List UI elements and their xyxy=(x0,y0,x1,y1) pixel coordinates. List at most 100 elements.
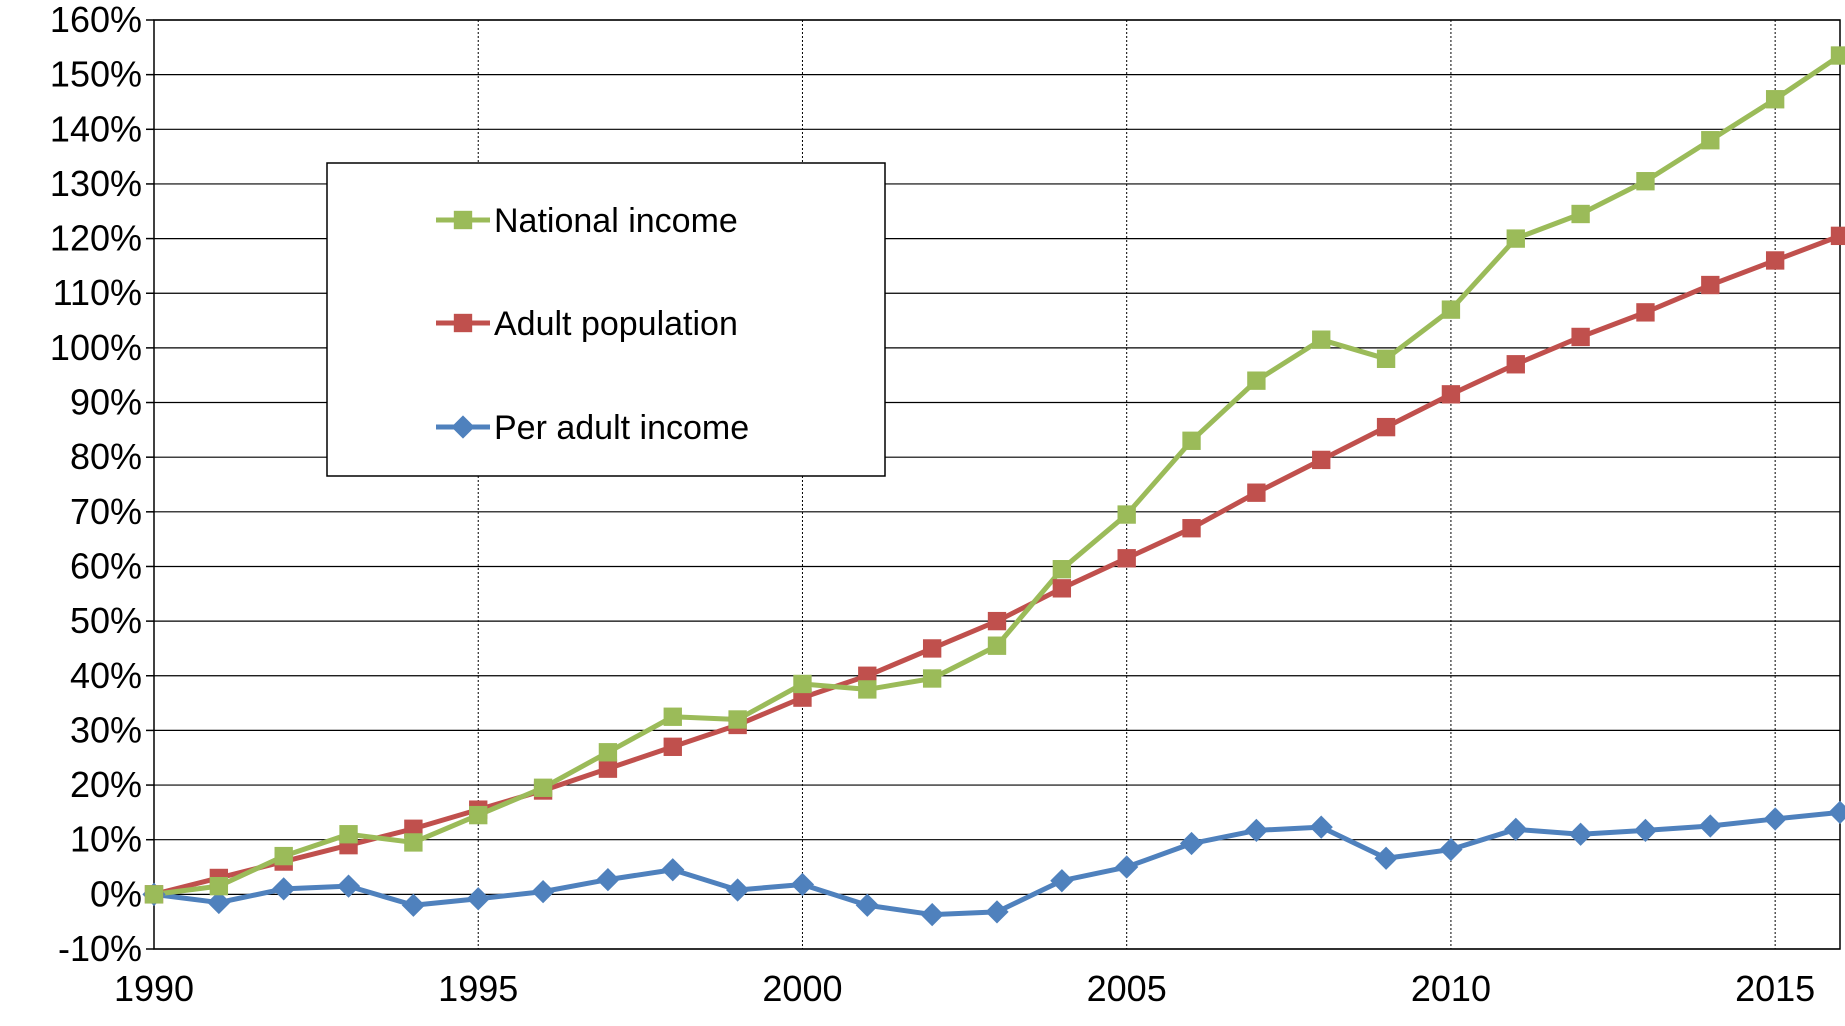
y-tick-label: 50% xyxy=(70,600,142,641)
data-point-per-adult-income xyxy=(1309,815,1333,839)
y-tick-label: 80% xyxy=(70,436,142,477)
data-point-adult-population xyxy=(1830,226,1845,246)
series-markers xyxy=(142,46,1845,927)
x-tick-label: 2015 xyxy=(1735,968,1815,1009)
data-point-per-adult-income xyxy=(596,867,620,892)
y-tick-label: 70% xyxy=(70,491,142,532)
data-point-national-income xyxy=(533,778,553,797)
x-tick-label: 1995 xyxy=(438,968,518,1009)
plot-area-border xyxy=(153,19,1841,950)
data-point-per-adult-income xyxy=(1698,814,1722,838)
data-point-per-adult-income xyxy=(207,890,231,915)
data-point-national-income xyxy=(469,805,488,825)
y-tick-label: 160% xyxy=(50,0,142,40)
data-point-national-income xyxy=(1312,330,1331,349)
legend-label-per-adult-income: Per adult income xyxy=(494,409,749,447)
data-point-national-income xyxy=(1247,371,1266,390)
data-point-per-adult-income xyxy=(855,893,879,917)
data-point-per-adult-income xyxy=(1439,837,1463,862)
data-point-national-income xyxy=(404,833,423,852)
data-point-national-income xyxy=(274,846,293,866)
data-point-per-adult-income xyxy=(401,893,426,917)
data-point-per-adult-income xyxy=(725,878,750,902)
data-point-adult-population xyxy=(1701,275,1720,295)
y-tick-label: -10% xyxy=(58,928,142,969)
x-tick-label: 2010 xyxy=(1411,968,1491,1009)
data-point-adult-population xyxy=(1312,450,1331,470)
data-point-national-income xyxy=(1052,560,1072,579)
data-point-national-income xyxy=(987,636,1007,655)
y-tick-label: 110% xyxy=(53,272,142,313)
data-point-adult-population xyxy=(1441,385,1461,404)
data-point-per-adult-income xyxy=(1568,822,1593,846)
data-point-per-adult-income xyxy=(1179,831,1204,856)
y-tick-label: 40% xyxy=(70,655,142,696)
y-tick-label: 30% xyxy=(70,709,142,750)
x-tick-label: 1990 xyxy=(114,968,194,1009)
data-point-national-income xyxy=(663,707,682,726)
data-point-per-adult-income xyxy=(790,872,815,897)
data-point-national-income xyxy=(858,680,877,699)
legend-swatch-marker-adult-population xyxy=(453,313,473,333)
data-point-per-adult-income xyxy=(1828,800,1845,825)
data-point-adult-population xyxy=(987,611,1007,631)
y-tick-label: 10% xyxy=(70,819,142,860)
data-point-per-adult-income xyxy=(1374,846,1398,870)
data-point-national-income xyxy=(339,825,358,844)
data-point-national-income xyxy=(1571,204,1590,224)
data-point-adult-population xyxy=(922,639,942,658)
data-point-per-adult-income xyxy=(272,877,296,901)
data-point-national-income xyxy=(728,710,747,729)
x-tick-label: 2000 xyxy=(762,968,842,1009)
y-tick-label: 150% xyxy=(50,54,142,95)
data-point-per-adult-income xyxy=(1504,817,1528,841)
data-point-per-adult-income xyxy=(1244,818,1269,843)
data-point-adult-population xyxy=(663,737,682,756)
data-point-national-income xyxy=(1182,431,1201,450)
data-point-adult-population xyxy=(598,759,618,778)
data-point-adult-population xyxy=(1247,483,1266,502)
y-tick-label: 100% xyxy=(50,327,142,368)
data-point-national-income xyxy=(922,669,942,688)
data-point-adult-population xyxy=(1376,417,1396,437)
data-point-per-adult-income xyxy=(920,902,944,927)
data-point-national-income xyxy=(1830,46,1845,65)
data-point-national-income xyxy=(1765,90,1785,109)
data-point-per-adult-income xyxy=(1115,855,1139,879)
data-point-per-adult-income xyxy=(531,879,555,904)
y-tick-label: 0% xyxy=(90,873,142,914)
gridlines xyxy=(154,19,1840,950)
data-point-adult-population xyxy=(1052,579,1072,598)
data-point-per-adult-income xyxy=(1763,807,1787,831)
data-point-national-income xyxy=(1117,505,1136,524)
legend-label-adult-population: Adult population xyxy=(494,305,738,343)
y-tick-label: 60% xyxy=(70,545,142,586)
y-tick-label: 90% xyxy=(70,382,142,423)
data-point-per-adult-income xyxy=(336,874,361,898)
x-axis-tick-labels: 1990 1995 2000 2005 2010 2015 xyxy=(114,968,1815,1009)
data-point-adult-population xyxy=(1571,327,1590,347)
data-point-national-income xyxy=(598,743,618,762)
data-point-national-income xyxy=(1506,229,1525,248)
legend-box xyxy=(326,162,886,477)
data-point-national-income xyxy=(793,674,812,694)
data-point-national-income xyxy=(209,876,229,896)
legend-label-national-income: National income xyxy=(494,202,738,240)
data-point-adult-population xyxy=(1182,519,1201,538)
data-point-national-income xyxy=(144,885,164,904)
data-point-per-adult-income xyxy=(1633,818,1658,843)
data-point-national-income xyxy=(1701,131,1720,150)
y-tick-label: 140% xyxy=(50,108,142,149)
data-point-adult-population xyxy=(1765,251,1785,270)
legend: National income Adult population Per adult… xyxy=(326,162,886,477)
data-point-adult-population xyxy=(1636,303,1655,322)
data-point-national-income xyxy=(1441,300,1461,319)
axes xyxy=(146,19,1841,950)
data-point-per-adult-income xyxy=(466,887,490,911)
data-point-national-income xyxy=(1376,349,1396,368)
data-point-adult-population xyxy=(1117,549,1136,568)
x-tick-label: 2005 xyxy=(1087,968,1167,1009)
data-point-adult-population xyxy=(1506,355,1525,374)
y-tick-label: 120% xyxy=(50,218,142,259)
